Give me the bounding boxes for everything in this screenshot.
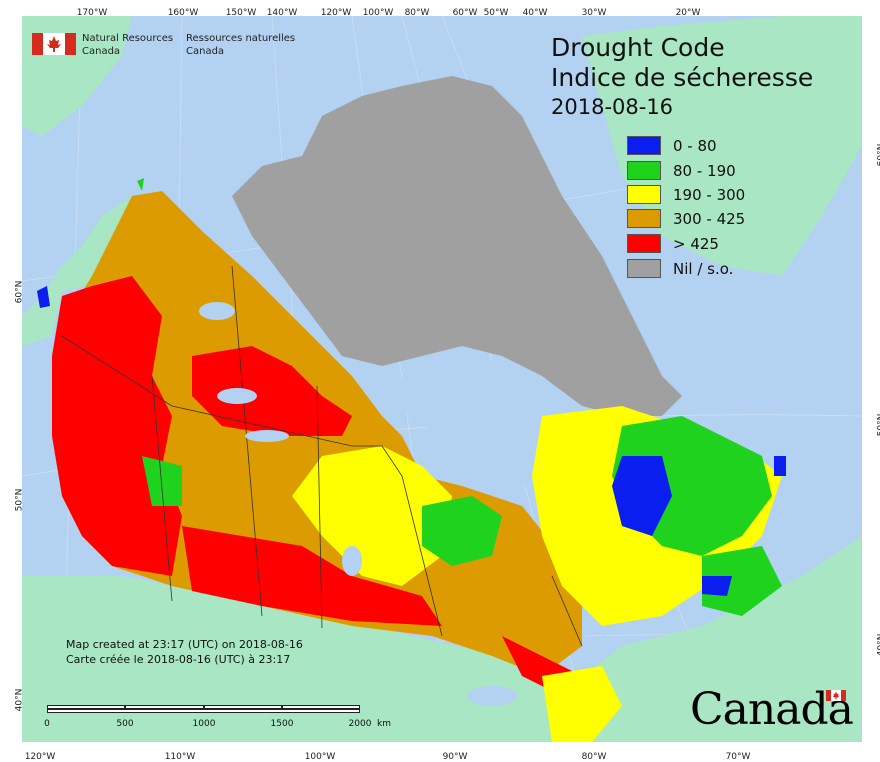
arctic-islands <box>232 76 682 416</box>
map-title-french: Indice de sécheresse <box>551 63 814 92</box>
map-frame <box>22 16 862 742</box>
agency-en-line2: Canada <box>82 46 121 57</box>
legend-swatch <box>627 161 661 180</box>
legend-label: 190 - 300 <box>673 186 746 204</box>
agency-name-english: Natural Resources Canada <box>82 32 173 58</box>
scale-label: 2000 <box>348 719 372 729</box>
created-note-french: Carte créée le 2018-08-16 (UTC) à 23:17 <box>66 653 291 666</box>
bottom-tick-label: 120°W <box>24 752 56 762</box>
legend-swatch <box>627 259 661 278</box>
right-tick-label: 60°N <box>876 143 880 167</box>
agency-en-line1: Natural Resources <box>82 33 174 44</box>
legend-label: 0 - 80 <box>673 137 717 155</box>
legend-swatch <box>627 234 661 253</box>
top-tick-label: 120°W <box>320 8 352 18</box>
scale-segment <box>204 705 282 709</box>
top-tick-label: 140°W <box>266 8 298 18</box>
top-tick-label: 60°W <box>452 8 478 18</box>
agency-name-french: Ressources naturelles Canada <box>186 32 295 58</box>
top-tick-label: 20°W <box>675 8 701 18</box>
bottom-tick-label: 70°W <box>725 752 751 762</box>
right-tick-label: 50°N <box>876 413 880 437</box>
drought-code-map <box>22 16 862 742</box>
right-tick-label: 40°N <box>876 633 880 657</box>
bottom-tick-label: 90°W <box>442 752 468 762</box>
provincial-borders <box>61 265 583 647</box>
agency-fr-line1: Ressources naturelles <box>186 33 296 44</box>
top-tick-label: 100°W <box>362 8 394 18</box>
legend-swatch <box>627 136 661 155</box>
bottom-tick-label: 110°W <box>164 752 196 762</box>
top-tick-label: 160°W <box>167 8 199 18</box>
bottom-tick-label: 80°W <box>581 752 607 762</box>
drought-zones <box>37 178 786 742</box>
top-tick-label: 80°W <box>404 8 430 18</box>
legend-swatch <box>627 209 661 228</box>
bottom-tick-label: 100°W <box>304 752 336 762</box>
legend-label: Nil / s.o. <box>673 260 734 278</box>
scale-unit-label: km <box>377 719 391 729</box>
top-tick-label: 150°W <box>225 8 257 18</box>
scale-label: 1500 <box>270 719 294 729</box>
wordmark-flag-icon <box>826 690 846 701</box>
top-tick-label: 170°W <box>76 8 108 18</box>
top-tick-label: 40°W <box>522 8 548 18</box>
canada-flag-icon <box>32 33 76 55</box>
legend-label: 80 - 190 <box>673 162 736 180</box>
scale-label: 500 <box>116 719 134 729</box>
scale-bar <box>47 705 360 715</box>
scale-segment <box>282 705 360 709</box>
legend-label: > 425 <box>673 235 719 253</box>
created-note-english: Map created at 23:17 (UTC) on 2018-08-16 <box>66 638 303 651</box>
left-tick-label: 60°N <box>14 280 25 304</box>
map-title-english: Drought Code <box>551 33 725 62</box>
map-date: 2018-08-16 <box>551 95 674 119</box>
left-tick-label: 40°N <box>14 688 25 712</box>
scale-label: 0 <box>44 719 50 729</box>
legend-label: 300 - 425 <box>673 210 746 228</box>
scale-segment <box>125 705 204 709</box>
hudson-bay <box>402 356 562 486</box>
foreign-land <box>22 16 862 742</box>
agency-fr-line2: Canada <box>186 46 225 57</box>
lakes <box>199 302 517 706</box>
top-tick-label: 50°W <box>483 8 509 18</box>
scale-segment <box>47 709 360 713</box>
left-tick-label: 50°N <box>14 488 25 512</box>
scale-label: 1000 <box>192 719 216 729</box>
legend-swatch <box>627 185 661 204</box>
top-tick-label: 30°W <box>581 8 607 18</box>
scale-segment <box>47 705 125 709</box>
